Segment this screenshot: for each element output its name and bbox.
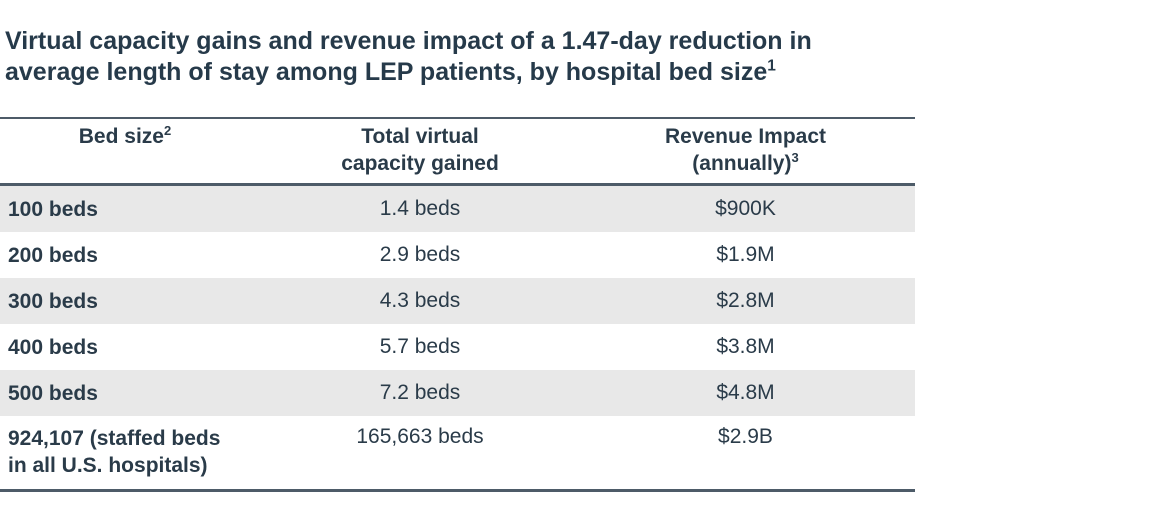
capacity-cell: 165,663 beds [356,425,484,448]
table-row-200-beds: 200 beds 2.9 beds $1.9M [0,232,915,278]
capacity-cell: 4.3 beds [379,289,461,312]
revenue-footnote-marker: 3 [791,150,799,165]
column-header-revenue-line2: (annually) [692,152,792,175]
bed-size-cell: 300 beds [8,289,98,313]
capacity-cell: 2.9 beds [379,243,461,266]
table-row-all-us-hospitals: 924,107 (staffed beds in all U.S. hospita… [0,416,915,489]
column-header-capacity-line2: capacity gained [341,152,499,175]
bed-size-cell-line2: in all U.S. hospitals) [8,454,208,477]
revenue-cell: $900K [715,197,776,220]
column-header-capacity: Total virtual capacity gained [250,123,590,177]
bed-size-table: Bed size2 Total virtual capacity gained R… [0,117,915,492]
column-header-bed-size-label: Bed size [78,125,164,148]
column-header-capacity-line1: Total virtual [361,125,479,148]
capacity-cell: 7.2 beds [379,381,461,404]
revenue-cell: $3.8M [716,335,775,358]
bed-size-cell-line1: 924,107 (staffed beds [8,427,221,450]
column-header-revenue-line1: Revenue Impact [664,125,827,148]
bed-size-footnote-marker: 2 [163,123,172,138]
exhibit-title-line2: average length of stay among LEP patient… [5,58,768,86]
bed-size-cell: 400 beds [8,335,98,359]
title-footnote-marker: 1 [767,57,776,75]
exhibit-title-line1: Virtual capacity gains and revenue impac… [5,27,812,55]
table-row-500-beds: 500 beds 7.2 beds $4.8M [0,370,915,416]
revenue-cell: $1.9M [716,243,775,266]
table-row-100-beds: 100 beds 1.4 beds $900K [0,186,915,232]
bed-size-cell: 100 beds [8,197,98,221]
table-header-row: Bed size2 Total virtual capacity gained R… [0,119,915,186]
capacity-cell: 1.4 beds [379,197,461,220]
revenue-cell: $2.9B [718,425,773,448]
bed-size-cell: 200 beds [8,243,98,267]
exhibit-title: Virtual capacity gains and revenue impac… [5,26,812,88]
bed-size-cell: 924,107 (staffed beds in all U.S. hospita… [0,425,250,479]
column-header-revenue: Revenue Impact (annually)3 [590,123,901,177]
table-row-400-beds: 400 beds 5.7 beds $3.8M [0,324,915,370]
bed-size-cell: 500 beds [8,381,98,405]
revenue-cell: $4.8M [716,381,775,404]
capacity-cell: 5.7 beds [379,335,461,358]
revenue-cell: $2.8M [716,289,775,312]
table-row-300-beds: 300 beds 4.3 beds $2.8M [0,278,915,324]
column-header-bed-size: Bed size2 [0,123,250,177]
